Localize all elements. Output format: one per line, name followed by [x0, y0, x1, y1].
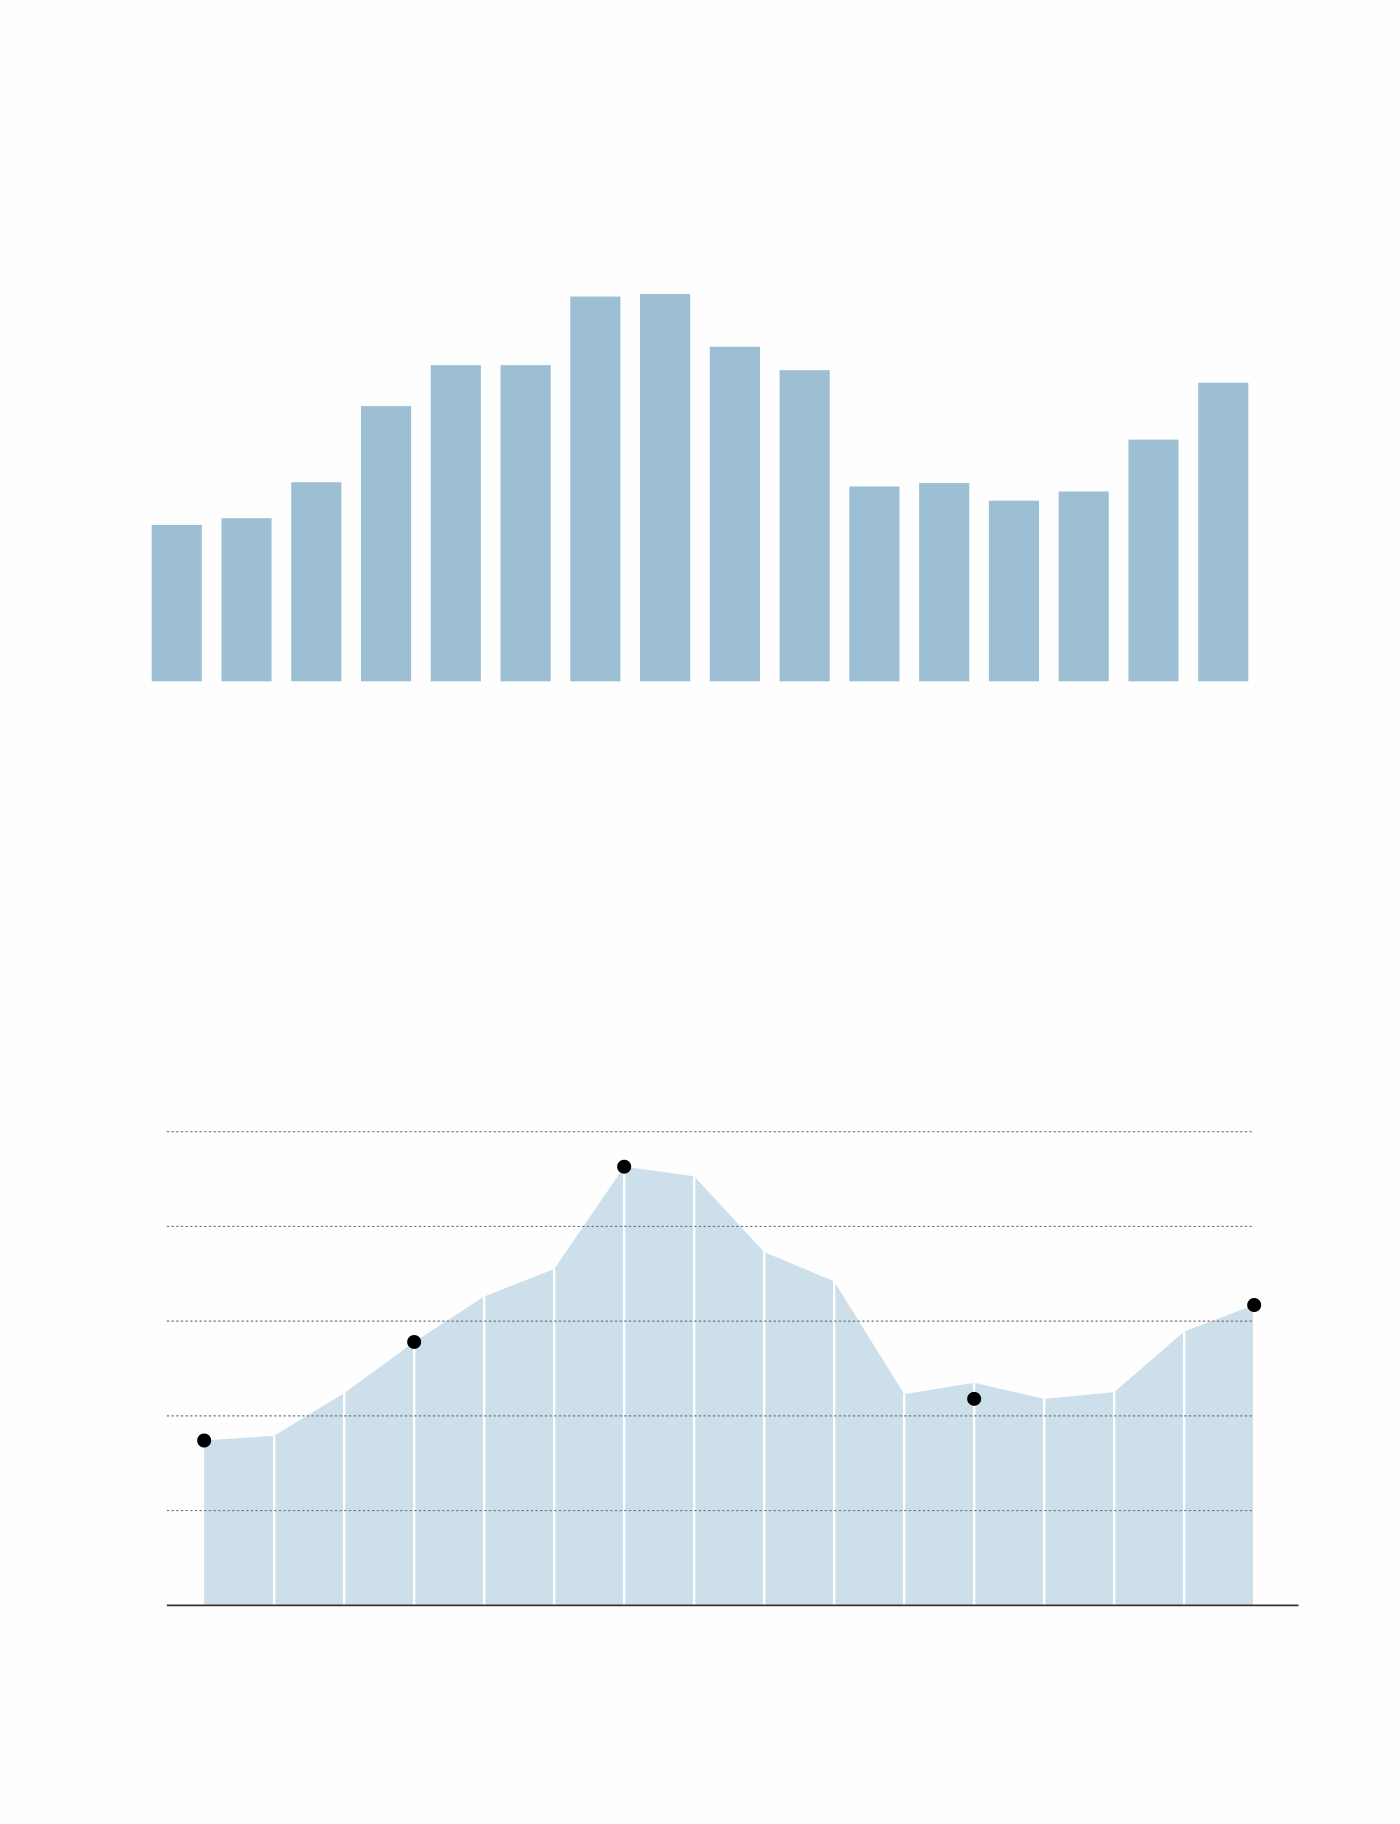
point [197, 1433, 212, 1448]
bar [849, 486, 900, 682]
bar [430, 365, 481, 682]
bar [151, 524, 202, 682]
point [407, 1334, 422, 1349]
bar [570, 296, 621, 682]
bar [709, 346, 760, 682]
point [617, 1159, 632, 1174]
bar [360, 406, 412, 682]
bar [291, 482, 342, 682]
bar [919, 483, 970, 682]
bar [779, 370, 830, 682]
area [204, 1166, 1255, 1606]
bar [988, 500, 1040, 682]
bar [1198, 382, 1249, 682]
point [967, 1391, 982, 1406]
point [1247, 1298, 1262, 1313]
bar [1058, 491, 1109, 682]
bar [1128, 439, 1179, 682]
bar [500, 365, 551, 682]
bar [640, 294, 691, 682]
bar [221, 518, 272, 682]
